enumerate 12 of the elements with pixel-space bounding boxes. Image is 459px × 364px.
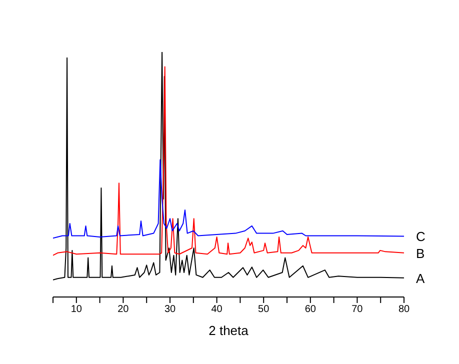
x-tick-label: 50 xyxy=(258,304,270,316)
x-tick-label: 20 xyxy=(118,304,130,316)
x-tick-label: 60 xyxy=(304,304,316,316)
series-label: C xyxy=(416,229,426,244)
series-label: B xyxy=(416,246,425,261)
x-tick-label: 40 xyxy=(211,304,223,316)
x-axis-title: 2 theta xyxy=(208,323,250,338)
x-tick-label: 80 xyxy=(398,304,410,316)
x-tick-label: 70 xyxy=(352,304,364,316)
x-tick-label: 10 xyxy=(70,304,82,316)
x-tick-label: 30 xyxy=(164,304,176,316)
series-label: A xyxy=(416,270,425,286)
